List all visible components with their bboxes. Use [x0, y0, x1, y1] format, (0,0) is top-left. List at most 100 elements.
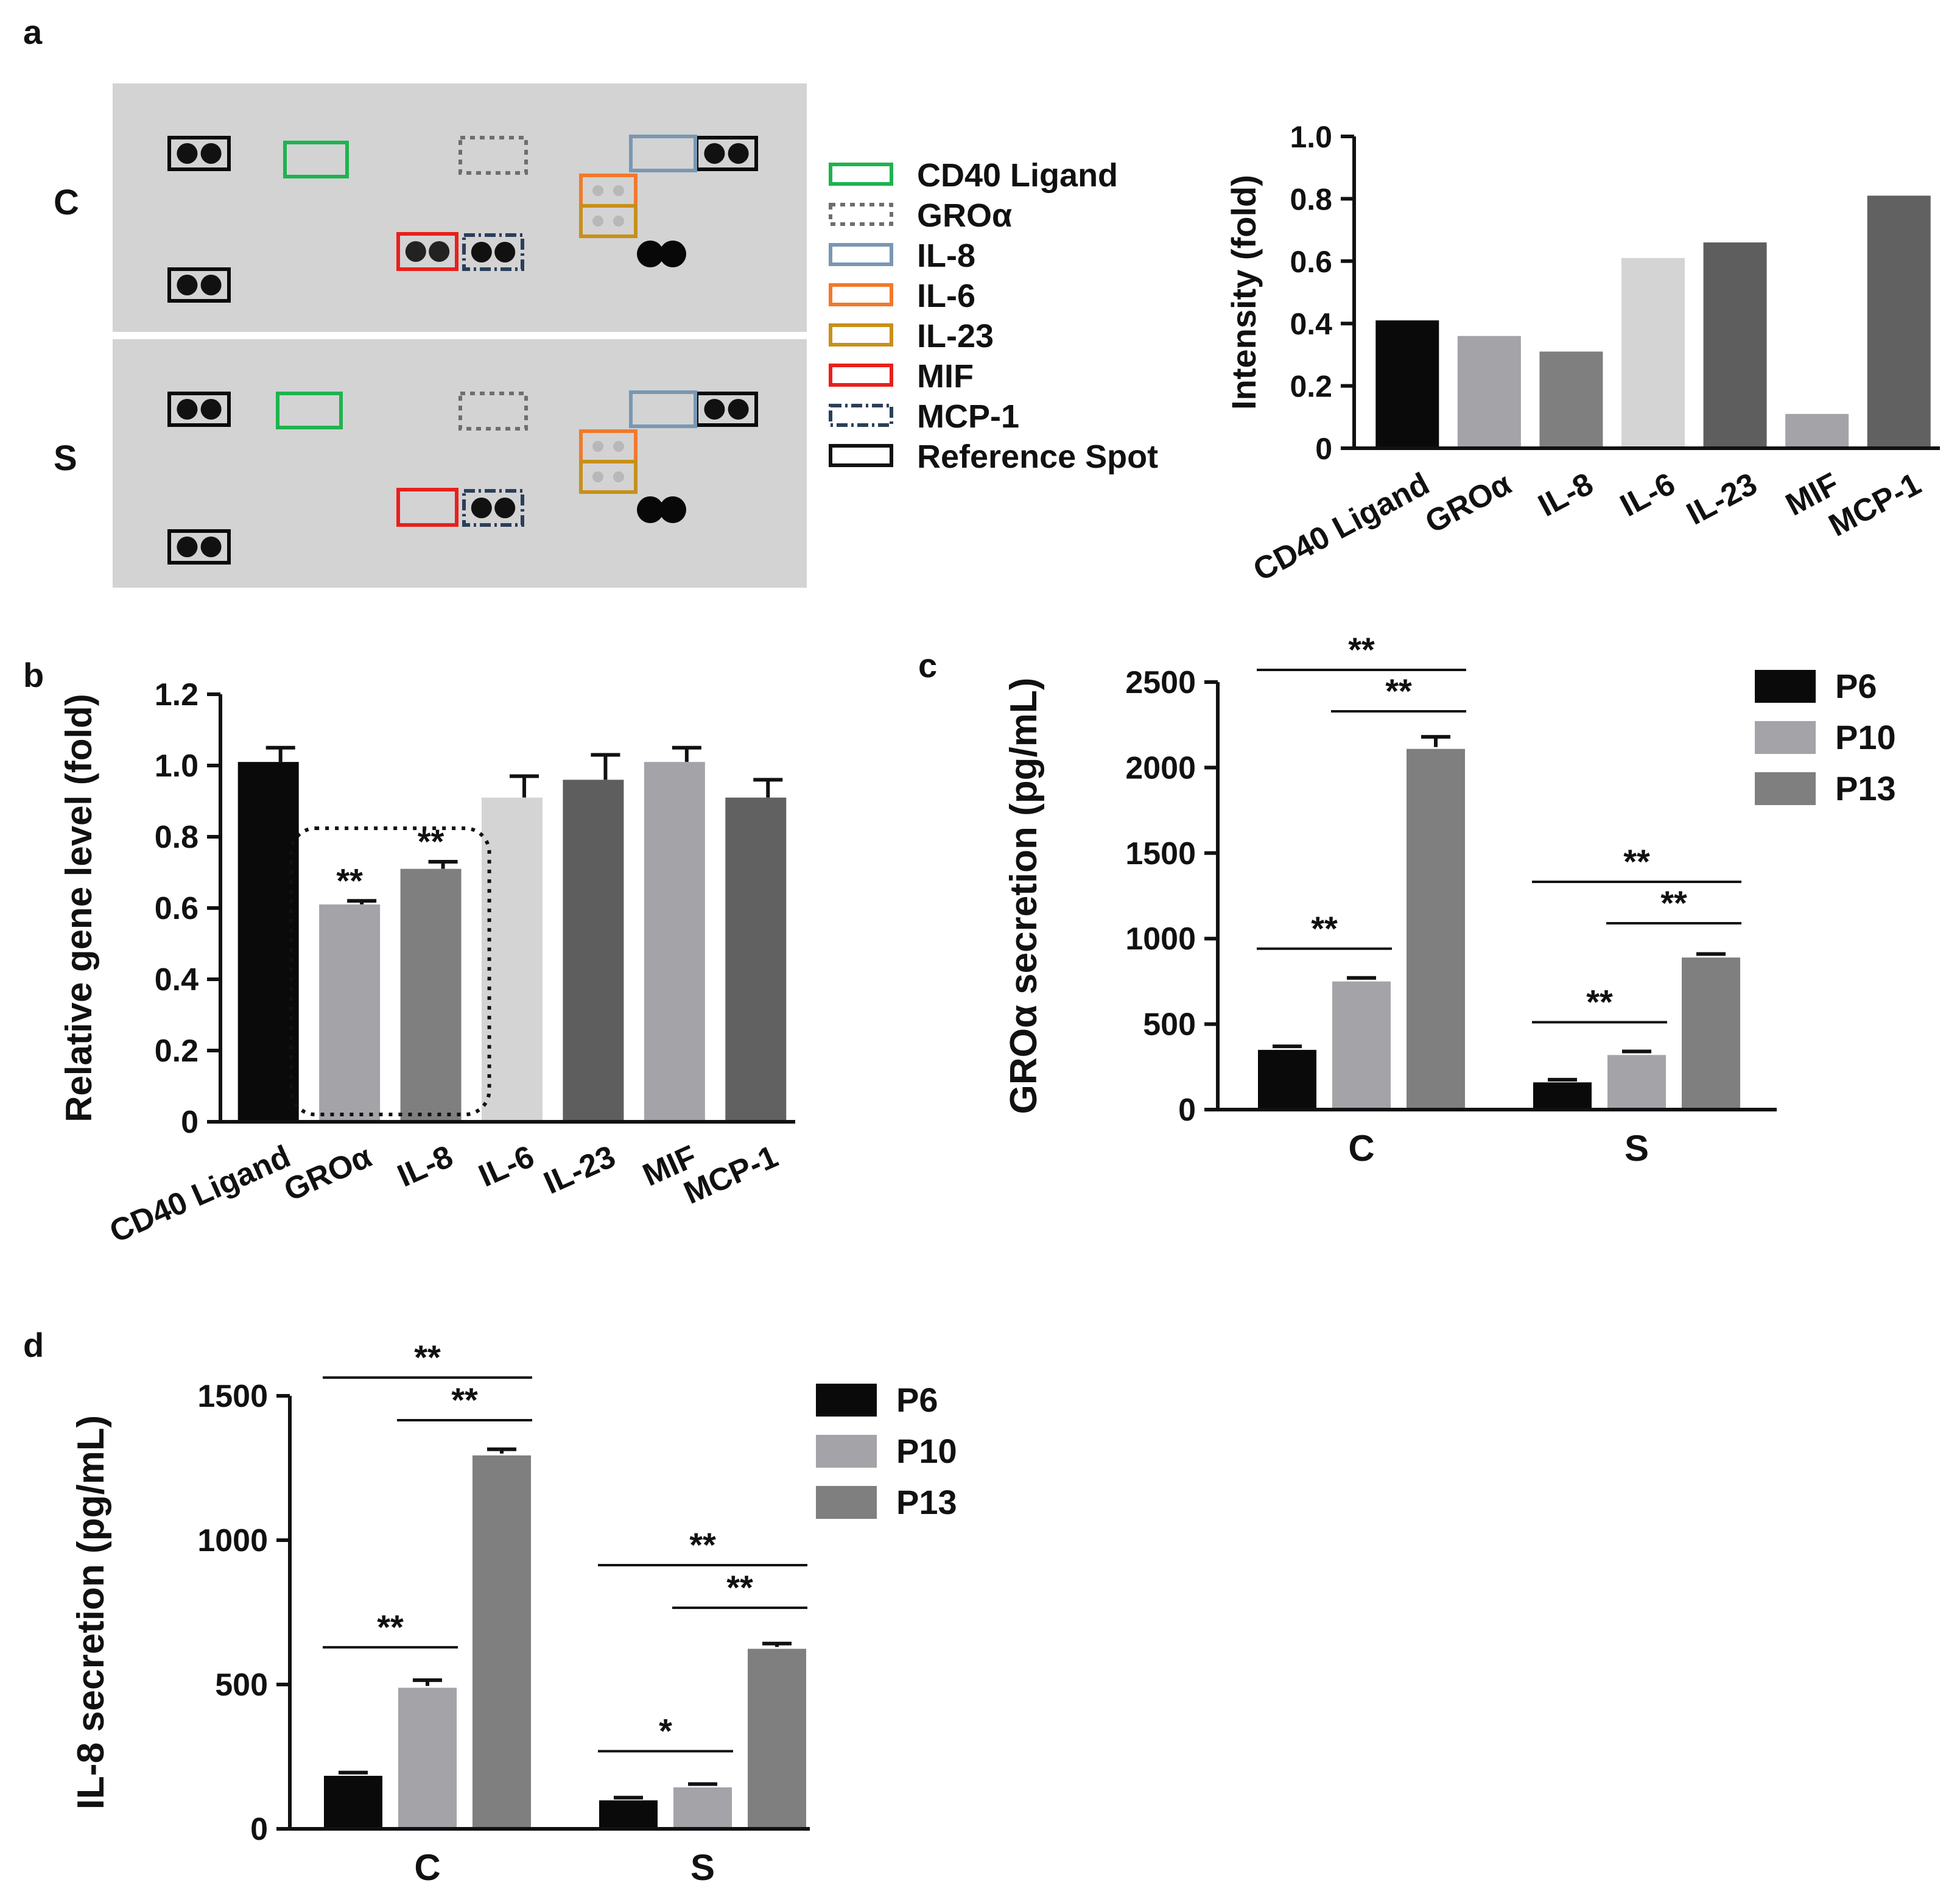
y-tick-label-0-4: 0.4 [155, 962, 198, 998]
legend-swatch-p10 [1755, 721, 1816, 754]
legend-swatch-il-6 [829, 283, 893, 306]
bar-il-8 [400, 868, 462, 1120]
bar-c-p10 [1332, 981, 1391, 1108]
bar-mcp-1 [725, 797, 787, 1120]
dot-blot-membranes: CS [54, 83, 807, 588]
y-axis-title: Relative gene level (fold) [58, 694, 99, 1122]
y-tick-label-1500: 1500 [1125, 836, 1196, 871]
legend-swatch-p6 [1755, 670, 1816, 703]
legend-swatch-reference-spot [829, 444, 893, 467]
y-tick-label-0-4: 0.4 [1290, 307, 1332, 341]
x-tick-label-mcp-1: MCP-1 [1823, 466, 1927, 543]
y-axis-title: Intensity (fold) [1224, 175, 1263, 410]
blot-box-1-9 [462, 489, 524, 527]
legend-swatch-p13 [1755, 772, 1816, 805]
legend-label-gro: GROα [917, 197, 1012, 234]
y-tick-label-1000: 1000 [197, 1523, 268, 1558]
bar-mcp-1 [1867, 195, 1931, 446]
y-tick-label-0-2: 0.2 [1290, 370, 1332, 404]
x-tick-label-mcp-1: MCP-1 [679, 1139, 783, 1211]
panel-a-label: a [23, 13, 43, 51]
legend-label-il-6: IL-6 [917, 278, 975, 314]
y-tick-label-0-8: 0.8 [155, 820, 198, 855]
x-tick-label-il-6: IL-6 [474, 1139, 539, 1194]
x-tick-label-il-23: IL-23 [1681, 466, 1763, 532]
blot-spot-faint [613, 185, 624, 196]
legend-swatch-p13 [816, 1486, 877, 1519]
chart-b-relative-gene-level: 0 0.2 0.4 0.6 0.8 1.0 1.2 Relative gene level (… [58, 677, 795, 1250]
blot-spot [494, 498, 516, 518]
sig-label-0: ** [377, 1608, 404, 1646]
blot-box-0-9 [462, 233, 524, 271]
blot-spot [200, 275, 222, 295]
y-tick-label-1-2: 1.2 [155, 677, 198, 713]
panel-b-label: b [23, 656, 44, 694]
sig-label-4: ** [1623, 842, 1650, 881]
y-tick-label-0: 0 [181, 1105, 198, 1140]
legend-swatch-il-8 [829, 243, 893, 266]
blot-spot-faint [613, 441, 624, 452]
blot-membrane-c [113, 83, 807, 332]
bar-il-6 [1621, 258, 1685, 446]
bar-c-p6 [1258, 1049, 1316, 1108]
x-tick-label-il-8: IL-8 [392, 1139, 458, 1194]
blot-spot [728, 399, 749, 420]
bar-s-p10 [1607, 1055, 1666, 1108]
highlight-box-groa-il8 [289, 826, 491, 1116]
blot-spot [177, 399, 198, 420]
y-tick-label-1-0: 1.0 [155, 748, 198, 784]
x-tick-label-cd40-ligand: CD40 Ligand [1248, 466, 1435, 588]
bar-cd40-ligand [237, 762, 299, 1120]
blot-box-1-5 [629, 390, 697, 428]
y-tick-label-500: 500 [1143, 1007, 1196, 1043]
bar-il-8 [1539, 351, 1603, 446]
panel-c-label: c [918, 646, 937, 685]
x-tick-label-c: C [1348, 1128, 1374, 1169]
legend-label-il-8: IL-8 [917, 238, 975, 274]
blot-box-1-3 [276, 392, 343, 429]
x-tick-label-il-23: IL-23 [539, 1139, 620, 1201]
legend-label-reference-spot: Reference Spot [917, 438, 1158, 475]
blot-spot [177, 275, 198, 295]
legend-swatch-p6 [816, 1384, 877, 1417]
blot-spot [494, 242, 516, 262]
significance-il-8: ** [418, 822, 444, 861]
sig-label-1: ** [414, 1338, 441, 1376]
y-tick-label-0-6: 0.6 [155, 891, 198, 926]
legend-swatch-p10 [816, 1435, 877, 1468]
sig-label-3: ** [1586, 983, 1613, 1021]
blot-box-1-0 [167, 392, 231, 427]
x-tick-label-il-6: IL-6 [1615, 466, 1681, 524]
sig-label-0: ** [1311, 909, 1338, 948]
sig-label-4: ** [689, 1526, 716, 1564]
legend-swatch-il-23 [829, 323, 893, 347]
blot-box-0-5 [629, 135, 697, 172]
blot-box-0-4 [458, 136, 528, 175]
y-tick-label-1-0: 1.0 [1290, 120, 1332, 154]
blot-row-label-s: S [54, 438, 77, 478]
bar-il-23 [1703, 242, 1767, 446]
blot-spot [177, 537, 198, 557]
blot-spot-large [659, 496, 686, 523]
bar-il-6 [482, 797, 543, 1120]
bar-mif [644, 762, 705, 1120]
blot-spot [200, 143, 222, 164]
blot-spot [200, 399, 222, 420]
blot-spot [177, 143, 198, 164]
y-tick-label-500: 500 [215, 1667, 268, 1703]
legend-swatch-mif [829, 364, 893, 387]
sig-label-5: ** [726, 1568, 753, 1607]
chart-a-intensity: 0 0.2 0.4 0.6 0.8 1.0 Intensity (fold) CD40 Lig… [1224, 120, 1940, 588]
bar-c-p6 [324, 1775, 382, 1827]
legend-label-cd40-ligand: CD40 Ligand [917, 157, 1118, 194]
blot-spot-large [637, 241, 664, 267]
legend-label-p13: P13 [1835, 769, 1896, 808]
blot-spot-large [637, 496, 664, 523]
blot-spot [429, 241, 450, 262]
blot-spot-faint [592, 216, 603, 227]
x-tick-label-s: S [1625, 1128, 1649, 1169]
sig-label-3: * [659, 1712, 672, 1750]
blot-spot [200, 537, 222, 557]
bar-c-p10 [398, 1688, 457, 1827]
